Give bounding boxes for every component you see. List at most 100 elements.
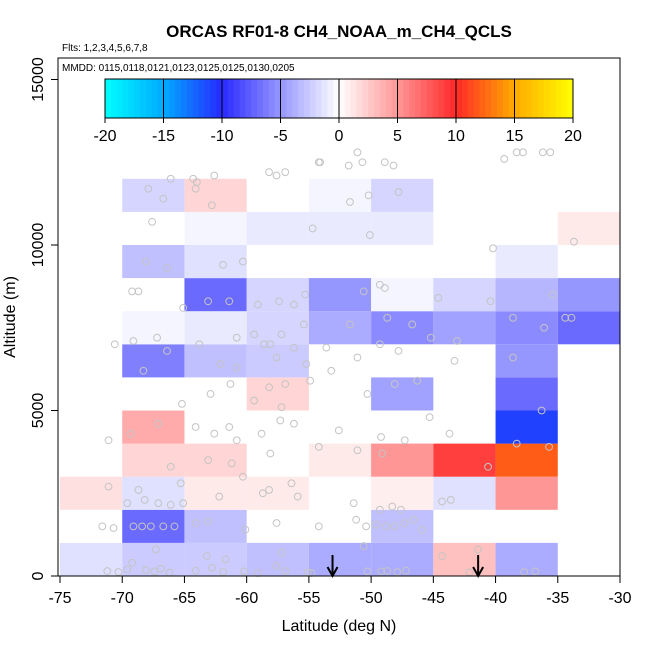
heatmap-cell (495, 311, 558, 345)
colorbar-segment (385, 79, 393, 118)
data-point (500, 155, 509, 163)
data-point (316, 158, 324, 167)
colorbar-segment (467, 79, 475, 118)
data-point (159, 194, 168, 203)
data-point (277, 548, 286, 557)
data-point (250, 330, 259, 339)
heatmap-cell (557, 311, 620, 345)
data-point (450, 356, 459, 365)
data-point (302, 360, 311, 369)
colorbar-segment (479, 79, 486, 118)
colorbar-segment (327, 79, 334, 118)
data-point (344, 161, 353, 170)
data-point (170, 522, 179, 531)
colorbar-segment (333, 79, 340, 118)
data-point (380, 284, 389, 292)
plot-frame (57, 57, 621, 577)
colorbar-segment (368, 79, 375, 118)
data-point (372, 520, 380, 529)
data-point (129, 337, 138, 345)
heatmap-cell (246, 311, 309, 345)
data-point (265, 168, 273, 177)
colorbar-tick-label: 15 (506, 128, 524, 145)
data-point (290, 419, 298, 428)
data-point (140, 495, 149, 504)
data-point (512, 439, 521, 448)
heatmap-cell (495, 410, 558, 444)
data-point (293, 492, 302, 501)
data-point (148, 217, 156, 226)
data-point (314, 522, 323, 531)
data-point (308, 224, 317, 233)
data-point (540, 323, 548, 332)
data-point (109, 524, 118, 532)
data-point (219, 260, 227, 269)
data-point (258, 489, 267, 498)
heatmap-cell (495, 245, 558, 279)
data-point (531, 567, 540, 576)
heatmap-cells (60, 178, 620, 576)
data-point (103, 567, 112, 575)
x-tick-label: -60 (235, 590, 258, 607)
data-point (232, 436, 241, 445)
x-tick-label: -55 (297, 590, 320, 607)
colorbar-segment (491, 79, 498, 118)
colorbar-segment (532, 79, 539, 118)
data-point (375, 340, 384, 349)
data-point (266, 449, 275, 458)
heatmap-cell (371, 211, 434, 245)
data-point (176, 479, 185, 488)
colorbar-segment (110, 79, 118, 118)
data-point (240, 567, 249, 576)
data-point (484, 462, 492, 471)
x-axis: -75 -70 -65 -60 -55 -50 -45 -40 -35 -30 (48, 576, 632, 607)
flights-note: Flts: 1,2,3,4,5,6,7,8 (62, 43, 148, 54)
data-point (219, 568, 227, 576)
dates-note: MMDD: 0115,0118,0121,0123,0125,0125,0130… (62, 63, 295, 74)
data-point (301, 290, 310, 299)
data-point (538, 148, 547, 157)
data-point (425, 413, 434, 422)
colorbar-segment (502, 79, 510, 118)
colorbar-segment (140, 79, 147, 118)
heatmap-cell (308, 178, 372, 212)
data-point (281, 168, 290, 177)
heatmap-cell (60, 542, 123, 576)
colorbar-tick-label: 5 (393, 128, 402, 145)
colorbar-segment (198, 79, 205, 118)
data-point (163, 264, 171, 273)
heatmap-cell (308, 211, 372, 245)
heatmap-cell (433, 278, 496, 312)
data-point (134, 287, 143, 296)
colorbar-segment (134, 79, 141, 118)
data-point (250, 396, 259, 405)
data-point (144, 184, 153, 193)
data-point (400, 519, 409, 527)
data-point (146, 522, 155, 531)
data-point (260, 340, 268, 349)
heatmap-cell (495, 278, 558, 312)
colorbar-segment (374, 79, 381, 118)
colorbar-segment (520, 79, 527, 118)
y-tick-label: 0 (30, 571, 47, 580)
data-point (364, 191, 373, 200)
heatmap-cell (246, 278, 309, 312)
colorbar-segment (192, 79, 200, 118)
heatmap-cell (371, 476, 434, 510)
data-point (110, 340, 119, 349)
colorbar-segment (122, 79, 129, 118)
colorbar-segment (403, 79, 410, 118)
data-point (195, 340, 204, 349)
heatmap-cell (184, 443, 247, 477)
data-point (206, 390, 215, 398)
colorbar-segment (116, 79, 124, 118)
data-point (545, 443, 553, 451)
data-point (290, 300, 298, 309)
heatmap-cell (557, 211, 620, 245)
heatmap-cell (184, 542, 247, 576)
data-point (408, 320, 417, 329)
colorbar-segment (415, 79, 422, 118)
colorbar-segment (274, 79, 281, 118)
colorbar-tick-label: 20 (564, 128, 582, 145)
data-point (227, 459, 236, 468)
